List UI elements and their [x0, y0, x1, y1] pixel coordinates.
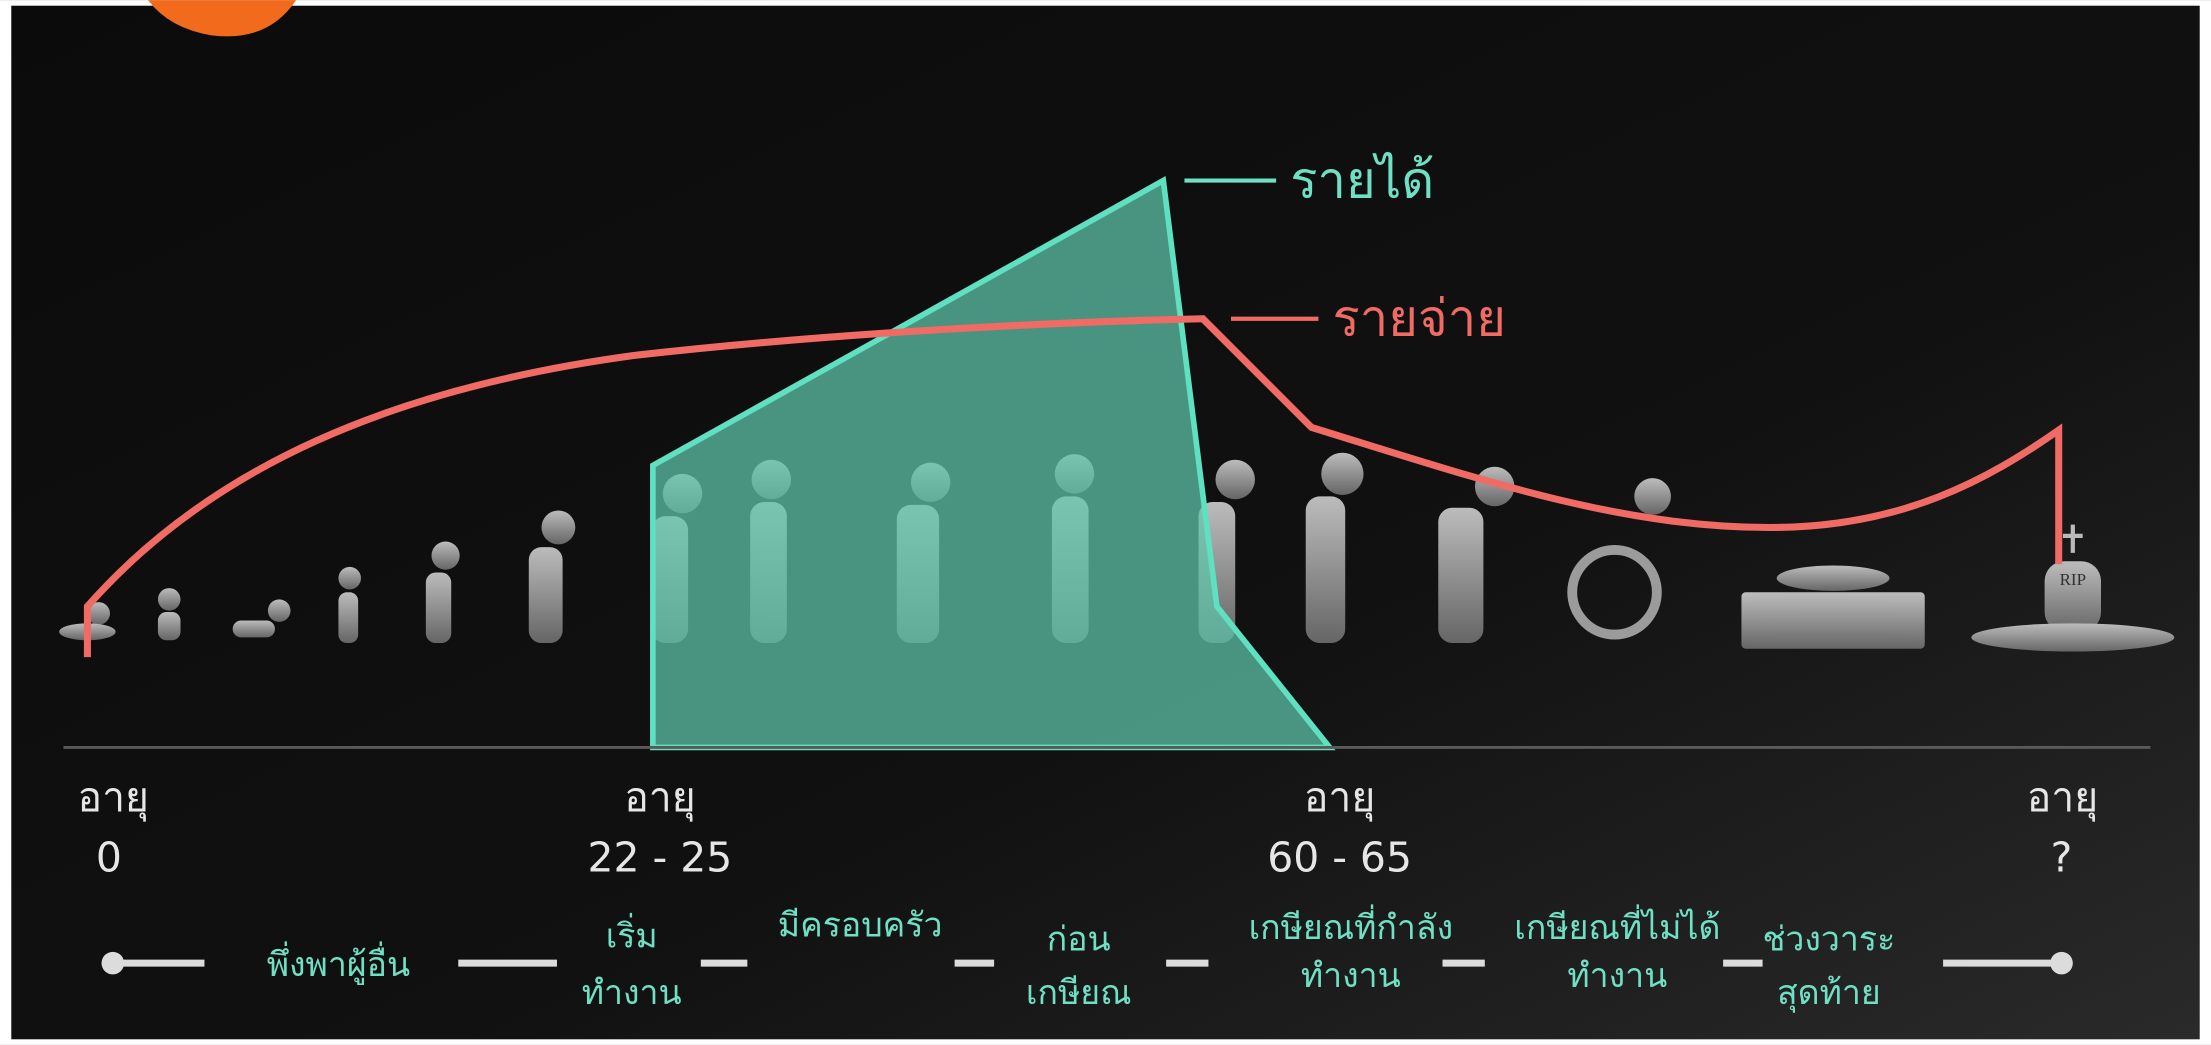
stage-label: เริ่ม [606, 913, 658, 956]
age-label: อายุ [624, 773, 695, 822]
stage-label: เกษียณที่ไม่ได้ [1514, 904, 1720, 947]
stage-label: ช่วงวาระ [1762, 919, 1895, 958]
stage-label: เกษียณที่กำลัง [1249, 904, 1454, 947]
stage-label: ทำงาน [582, 973, 682, 1012]
stage-label: มีครอบครัว [778, 905, 943, 944]
age-label: อายุ [1304, 773, 1375, 822]
age-label: อายุ [78, 773, 149, 822]
income-legend: รายได้ [1290, 150, 1434, 209]
timeline-start [102, 952, 125, 975]
age-value: ? [2051, 833, 2073, 881]
stage-label: ทำงาน [1301, 956, 1401, 995]
stage-label: ก่อน [1047, 919, 1111, 958]
stage-label: เกษียณ [1026, 973, 1132, 1012]
timeline-end [2050, 952, 2073, 975]
stage-label: ทำงาน [1567, 956, 1667, 995]
stage-label: สุดท้าย [1777, 973, 1881, 1013]
age-label: อายุ [2027, 773, 2098, 822]
age-value: 0 [96, 833, 122, 881]
age-value: 60 - 65 [1267, 833, 1412, 881]
stage-label: พึ่งพาผู้อื่น [267, 941, 410, 985]
age-value: 22 - 25 [588, 833, 733, 881]
expense-legend: รายจ่าย [1333, 289, 1506, 348]
infographic: RIP รายได้ รายจ่าย อายุ 0 อายุ 22 - 25 อ… [0, 0, 2211, 1045]
svg-text:RIP: RIP [2060, 570, 2086, 589]
